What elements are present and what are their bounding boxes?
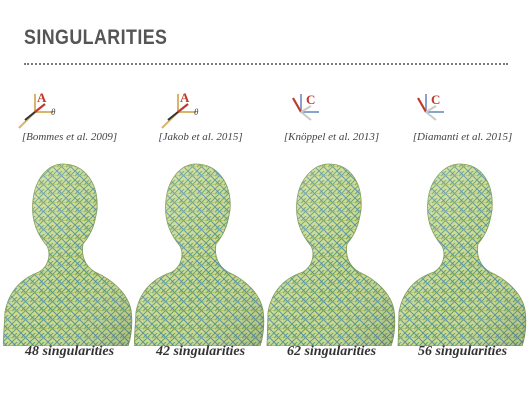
citation: [Bommes et al. 2009] [21, 131, 118, 143]
singularity-count: 48 singularities [24, 344, 115, 359]
singularity-count: 56 singularities [417, 344, 508, 359]
coordinate-frame-icon: A θ [161, 90, 199, 129]
citation: [Diamanti et al. 2015] [412, 131, 513, 143]
frame-letter: A [180, 90, 190, 105]
citation: [Knöppel et al. 2013] [283, 131, 380, 143]
method-panel-bommes: A θ [Bommes et al. 2009] 48 singularitie… [3, 86, 136, 386]
page-title: SINGULARITIES [24, 26, 168, 49]
frame-letter: C [306, 92, 315, 107]
title-divider [24, 63, 508, 65]
singularity-count: 62 singularities [286, 344, 377, 359]
frame-letter: C [431, 92, 440, 107]
method-panel-knoppel: C [Knöppel et al. 2013] 62 singularities [265, 86, 398, 386]
coordinate-frame-icon: C [417, 92, 444, 121]
bust-mesh-image [3, 163, 133, 346]
singularity-count: 42 singularities [155, 344, 246, 359]
bust-mesh-image [397, 163, 527, 346]
citation: [Jakob et al. 2015] [158, 131, 243, 143]
method-panel-jakob: A θ [Jakob et al. 2015] 42 singularities [134, 86, 267, 386]
angle-label: θ [51, 107, 56, 117]
angle-label: θ [194, 107, 199, 117]
frame-letter: A [37, 90, 47, 105]
bust-mesh-image [266, 163, 396, 346]
method-panel-diamanti: C [Diamanti et al. 2015] 56 singularitie… [396, 86, 529, 386]
bust-mesh-image [134, 163, 265, 346]
coordinate-frame-icon: A θ [18, 90, 56, 129]
coordinate-frame-icon: C [292, 92, 319, 121]
